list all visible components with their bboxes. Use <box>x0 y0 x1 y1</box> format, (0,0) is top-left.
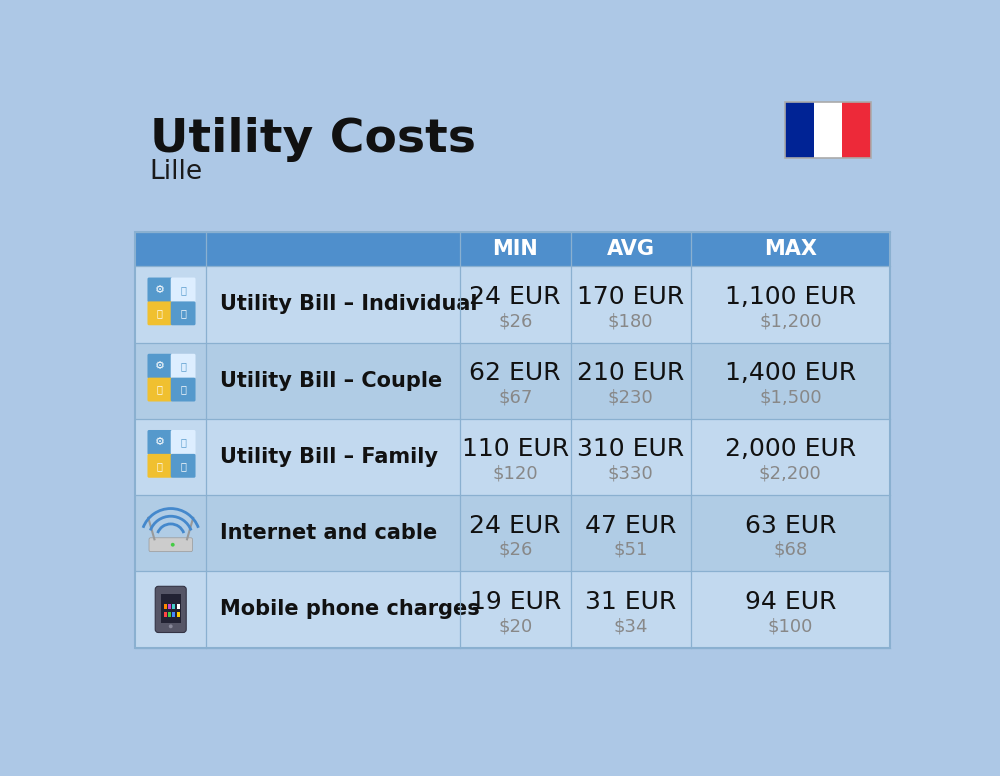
Bar <box>164 604 167 609</box>
Text: AVG: AVG <box>607 240 655 259</box>
Text: Utility Bill – Couple: Utility Bill – Couple <box>220 371 443 390</box>
Text: 🔧: 🔧 <box>180 308 186 318</box>
Text: MAX: MAX <box>764 240 817 259</box>
FancyBboxPatch shape <box>171 301 196 325</box>
Text: $51: $51 <box>614 541 648 559</box>
FancyBboxPatch shape <box>171 378 196 401</box>
FancyBboxPatch shape <box>147 301 172 325</box>
Bar <box>161 594 181 623</box>
Bar <box>135 233 890 266</box>
Bar <box>172 604 175 609</box>
FancyBboxPatch shape <box>171 454 196 478</box>
Circle shape <box>171 542 175 546</box>
Text: 31 EUR: 31 EUR <box>585 590 676 614</box>
Bar <box>164 611 167 617</box>
Bar <box>785 102 871 158</box>
FancyBboxPatch shape <box>147 430 172 455</box>
Text: 210 EUR: 210 EUR <box>577 361 684 385</box>
Bar <box>135 266 890 342</box>
Text: 🔌: 🔌 <box>157 461 163 471</box>
Text: $1,500: $1,500 <box>759 389 822 407</box>
Bar <box>172 611 175 617</box>
Text: ⚙: ⚙ <box>155 438 165 447</box>
Text: $26: $26 <box>498 541 532 559</box>
Text: $1,200: $1,200 <box>759 312 822 331</box>
Text: $120: $120 <box>492 465 538 483</box>
Text: $2,200: $2,200 <box>759 465 822 483</box>
Text: Lille: Lille <box>150 159 203 185</box>
Text: 2,000 EUR: 2,000 EUR <box>725 438 856 461</box>
Text: $67: $67 <box>498 389 532 407</box>
Text: 24 EUR: 24 EUR <box>469 285 561 309</box>
Text: Mobile phone charges: Mobile phone charges <box>220 599 480 619</box>
Bar <box>135 571 890 647</box>
Text: 310 EUR: 310 EUR <box>577 438 684 461</box>
Text: 24 EUR: 24 EUR <box>469 514 561 538</box>
Bar <box>814 102 842 158</box>
FancyBboxPatch shape <box>147 354 172 379</box>
Bar <box>177 604 180 609</box>
Bar <box>135 342 890 419</box>
Bar <box>177 611 180 617</box>
FancyBboxPatch shape <box>147 278 172 302</box>
Text: 63 EUR: 63 EUR <box>745 514 836 538</box>
Text: MIN: MIN <box>492 240 538 259</box>
Text: 🔌: 🔌 <box>157 308 163 318</box>
Bar <box>842 102 871 158</box>
FancyBboxPatch shape <box>155 587 186 632</box>
FancyBboxPatch shape <box>171 354 196 379</box>
Text: $330: $330 <box>608 465 654 483</box>
Text: $34: $34 <box>613 617 648 636</box>
Text: 👤: 👤 <box>180 285 186 295</box>
Text: 👤: 👤 <box>180 361 186 371</box>
Bar <box>135 419 890 495</box>
Bar <box>168 611 171 617</box>
Text: Internet and cable: Internet and cable <box>220 523 438 543</box>
Text: $230: $230 <box>608 389 654 407</box>
Text: 94 EUR: 94 EUR <box>745 590 836 614</box>
Text: $100: $100 <box>768 617 813 636</box>
Text: 19 EUR: 19 EUR <box>470 590 561 614</box>
Text: 👤: 👤 <box>180 438 186 447</box>
Bar <box>135 495 890 571</box>
Text: Utility Costs: Utility Costs <box>150 117 476 162</box>
Text: Utility Bill – Individual: Utility Bill – Individual <box>220 294 478 314</box>
Text: 62 EUR: 62 EUR <box>469 361 561 385</box>
Text: ⚙: ⚙ <box>155 285 165 295</box>
Text: $26: $26 <box>498 312 532 331</box>
Text: 🔌: 🔌 <box>157 385 163 394</box>
Bar <box>135 233 890 647</box>
Text: 47 EUR: 47 EUR <box>585 514 676 538</box>
Text: 110 EUR: 110 EUR <box>462 438 569 461</box>
FancyBboxPatch shape <box>147 454 172 478</box>
FancyBboxPatch shape <box>149 538 192 552</box>
FancyBboxPatch shape <box>147 378 172 401</box>
Text: 170 EUR: 170 EUR <box>577 285 684 309</box>
Text: $68: $68 <box>773 541 807 559</box>
Bar <box>168 604 171 609</box>
Text: ⚙: ⚙ <box>155 361 165 371</box>
Text: 🔧: 🔧 <box>180 461 186 471</box>
Text: Utility Bill – Family: Utility Bill – Family <box>220 447 438 467</box>
Text: 🔧: 🔧 <box>180 385 186 394</box>
Text: 1,400 EUR: 1,400 EUR <box>725 361 856 385</box>
Text: $20: $20 <box>498 617 532 636</box>
Circle shape <box>169 625 173 629</box>
FancyBboxPatch shape <box>171 278 196 302</box>
FancyBboxPatch shape <box>171 430 196 455</box>
Bar <box>785 102 814 158</box>
Text: 1,100 EUR: 1,100 EUR <box>725 285 856 309</box>
Text: $180: $180 <box>608 312 653 331</box>
